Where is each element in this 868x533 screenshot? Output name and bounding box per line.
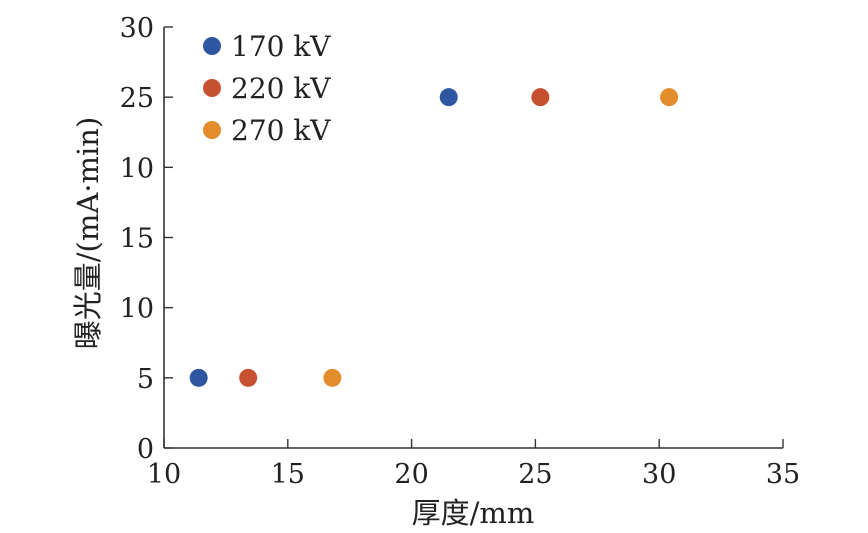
- y-tick-label: 5: [137, 364, 154, 395]
- legend-label-0: 170 kV: [231, 30, 331, 63]
- y-tick-label: 30: [120, 13, 154, 44]
- point-series-1-0: [239, 368, 258, 387]
- y-axis-label: 曝光量/(mA·min): [71, 117, 105, 350]
- y-tick-label: 10: [120, 294, 154, 325]
- point-series-0-0: [189, 368, 208, 387]
- legend-marker-2: [203, 121, 221, 139]
- y-axis-ticks: 0 5 10 15 10 25 30: [120, 13, 173, 465]
- y-tick-label: 10: [120, 153, 154, 184]
- x-tick-label: 35: [766, 459, 800, 490]
- legend-label-2: 270 kV: [231, 114, 331, 147]
- legend-marker-0: [203, 37, 221, 55]
- point-series-2-0: [323, 368, 342, 387]
- point-series-1-1: [531, 88, 550, 107]
- x-tick-label: 20: [394, 459, 428, 490]
- data-points: [189, 88, 679, 387]
- x-tick-label: 10: [147, 459, 181, 490]
- y-tick-label: 25: [120, 83, 154, 114]
- point-series-2-1: [660, 88, 679, 107]
- legend-label-1: 220 kV: [231, 72, 331, 105]
- point-series-0-1: [439, 88, 458, 107]
- x-tick-label: 15: [271, 459, 305, 490]
- x-axis-label: 厚度/mm: [412, 496, 535, 530]
- y-tick-label: 0: [137, 434, 154, 465]
- x-axis-ticks: 10 15 20 25 30 35: [147, 439, 800, 490]
- legend-marker-1: [203, 79, 221, 97]
- x-tick-label: 25: [518, 459, 552, 490]
- x-tick-label: 30: [642, 459, 676, 490]
- legend: 170 kV 220 kV 270 kV: [203, 30, 331, 147]
- y-tick-label: 15: [120, 224, 154, 255]
